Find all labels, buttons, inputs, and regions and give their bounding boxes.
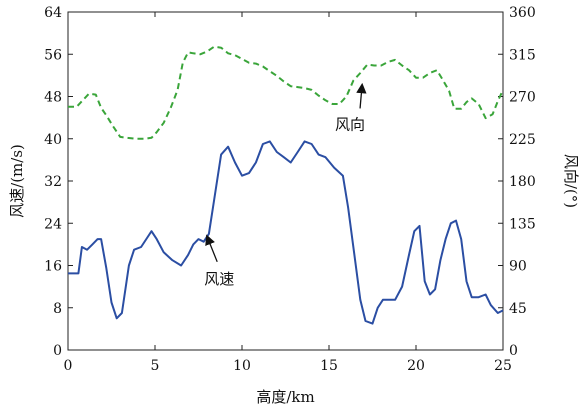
- x-tick-label: 20: [407, 358, 425, 374]
- plot-frame: [67, 11, 504, 351]
- right-y-tick-label: 360: [509, 5, 536, 21]
- left-y-tick-label: 64: [44, 5, 62, 21]
- x-tick-label: 25: [494, 358, 512, 374]
- left-y-tick-label: 40: [44, 132, 62, 148]
- left-y-tick-label: 24: [44, 216, 62, 232]
- right-y-axis-title: 风向/(°): [562, 154, 580, 208]
- left-y-tick-label: 8: [53, 301, 62, 317]
- series-layer: [68, 45, 504, 325]
- x-tick-label: 5: [151, 358, 160, 374]
- annotation-label: 风速: [204, 270, 234, 288]
- right-y-tick-label: 180: [509, 174, 536, 190]
- left-y-tick-label: 16: [44, 259, 62, 275]
- x-tick-label: 0: [64, 358, 73, 374]
- left-y-tick-label: 56: [44, 47, 62, 63]
- left-y-tick-label: 32: [44, 174, 62, 190]
- right-y-tick-label: 225: [509, 132, 536, 148]
- wind-speed-series-line: [68, 140, 504, 325]
- right-y-tick-label: 45: [509, 301, 527, 317]
- annotation-arrow: [205, 234, 218, 263]
- right-y-tick-label: 0: [509, 343, 518, 359]
- x-tick-label: 15: [320, 358, 338, 374]
- x-tick-label: 10: [233, 358, 251, 374]
- left-y-tick-label: 0: [53, 343, 62, 359]
- right-y-tick-label: 270: [509, 90, 536, 106]
- annotation-arrow: [356, 82, 367, 109]
- x-axis-title: 高度/km: [256, 388, 314, 406]
- right-y-tick-label: 90: [509, 259, 527, 275]
- x-axis: 0 5 10 15 20 25: [64, 12, 512, 374]
- left-y-tick-label: 48: [44, 90, 62, 106]
- wind-direction-series-line: [68, 45, 504, 140]
- annotation-label: 风向: [335, 115, 365, 133]
- right-y-tick-label: 315: [509, 47, 536, 63]
- left-y-axis: 0 8 16 24 32 40 48 56 64: [44, 5, 73, 359]
- right-y-tick-label: 135: [509, 216, 536, 232]
- left-y-axis-title: 风速/(m/s): [8, 144, 26, 218]
- right-y-axis: 0 45 90 135 180 225 270 315 360: [498, 5, 536, 359]
